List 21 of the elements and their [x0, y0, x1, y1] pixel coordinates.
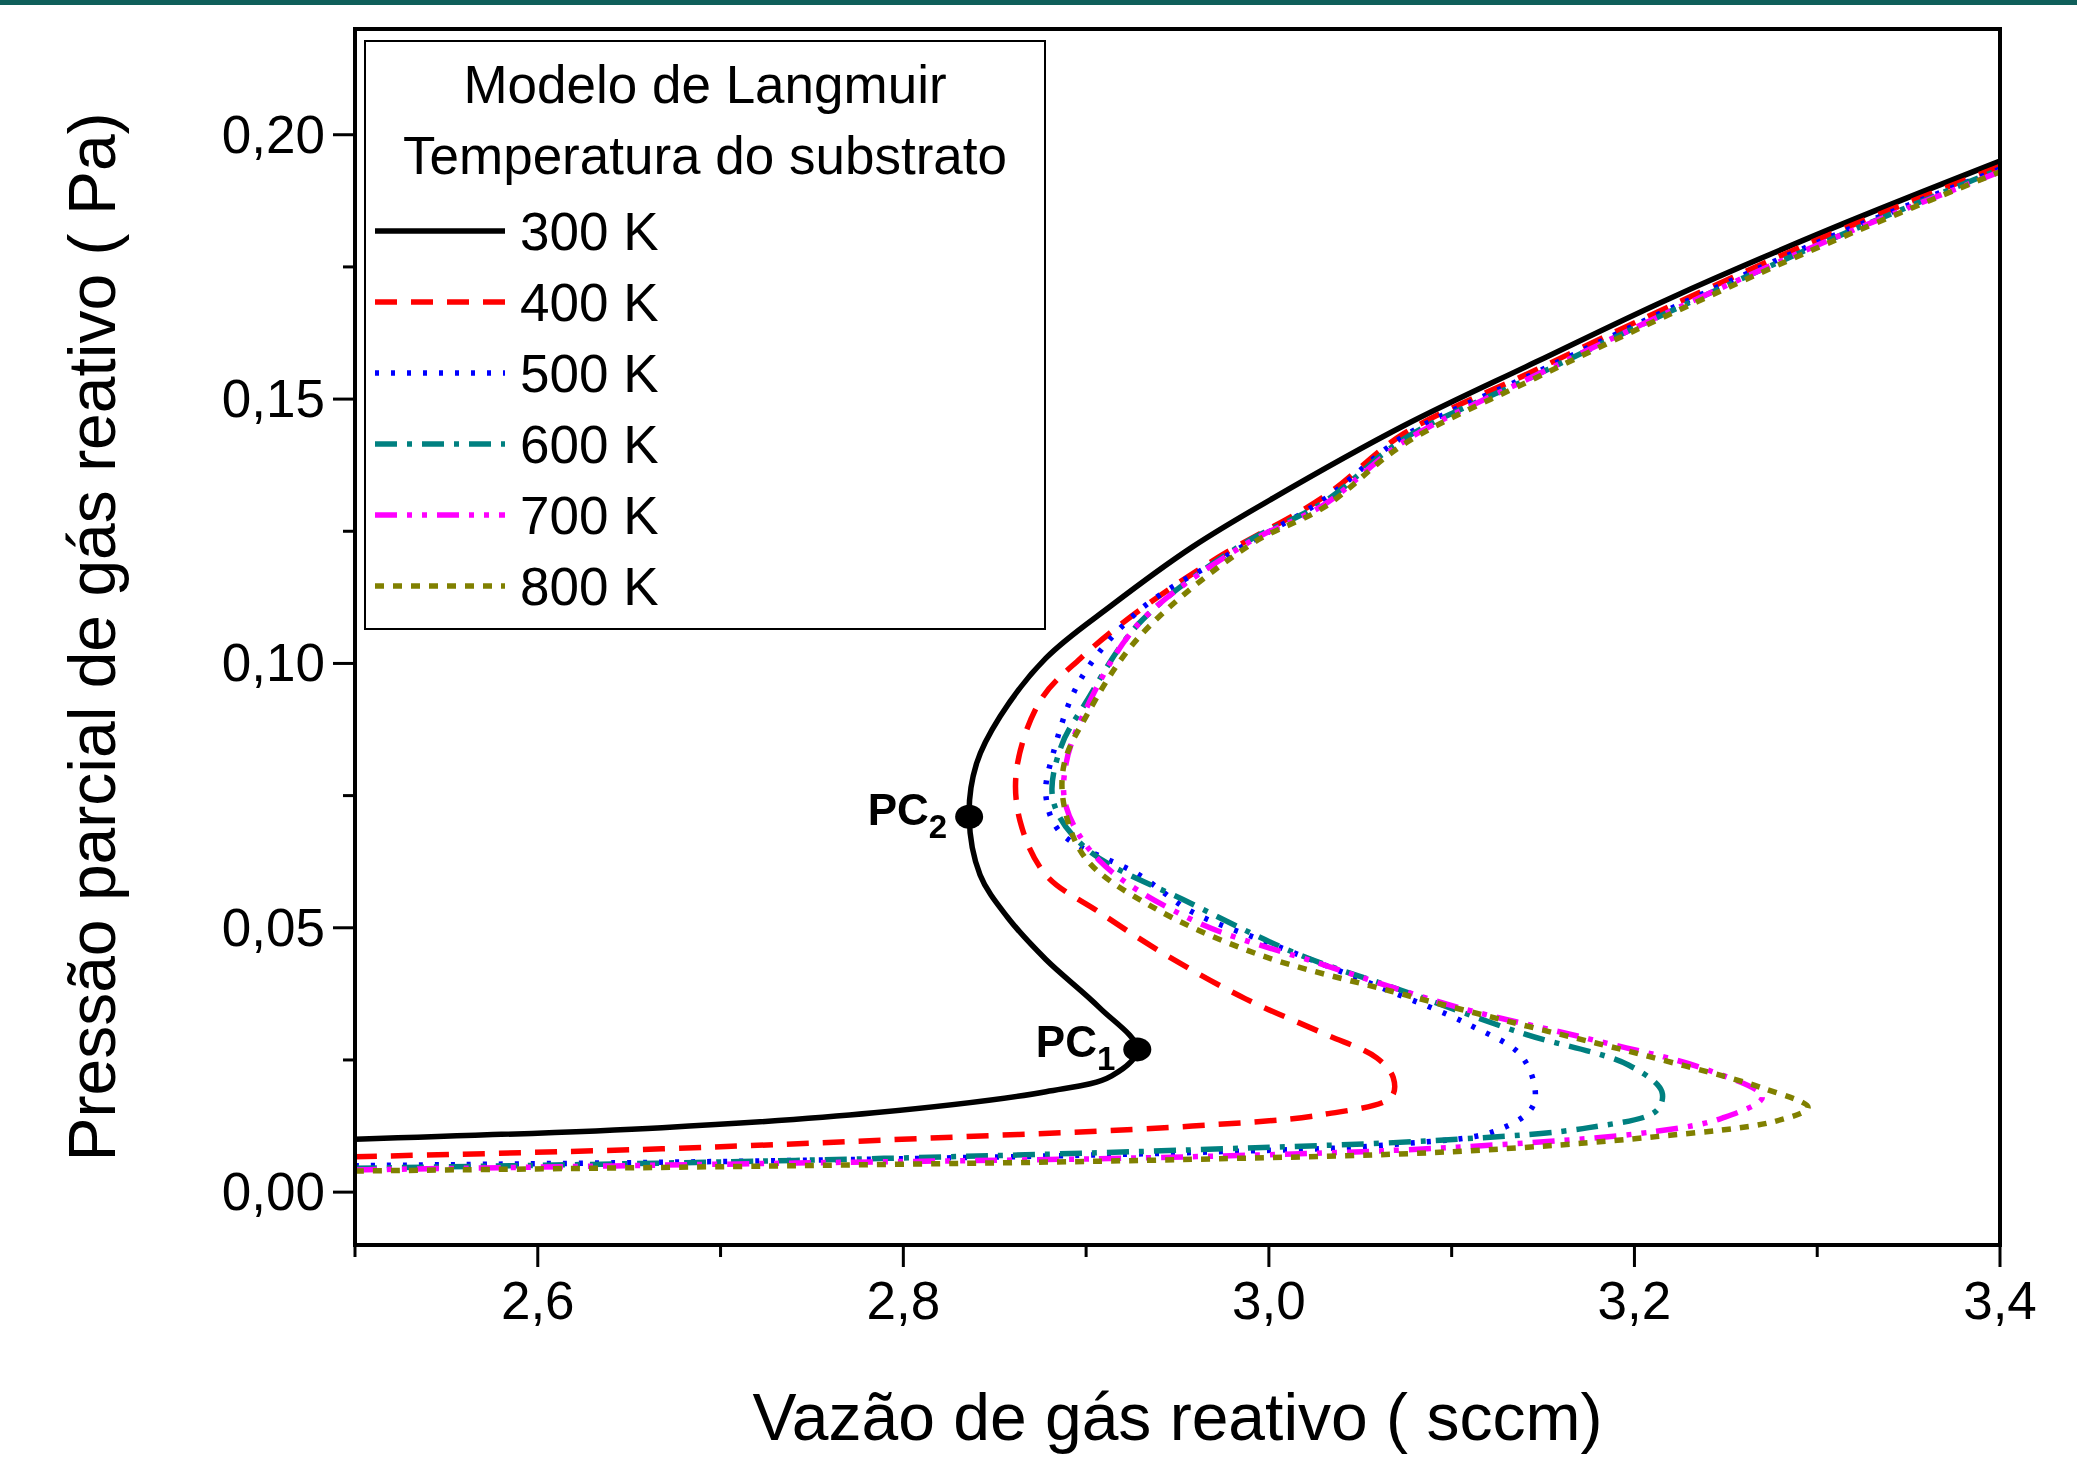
annotation: PC$_{1}$: [1035, 1017, 1116, 1078]
legend-label: 800 K: [520, 557, 659, 616]
y-tick-label: 0,15: [221, 369, 325, 429]
annotation: PC$_{2}$: [867, 784, 948, 845]
x-tick-label: 3,2: [1597, 1271, 1672, 1330]
y-tick-label: 0,10: [221, 633, 325, 693]
y-axis-title: Pressão parcial de gás reativo ( Pa): [55, 112, 129, 1162]
y-tick-label: 0,00: [221, 1162, 325, 1222]
x-tick-label: 2,6: [500, 1271, 575, 1330]
x-tick-label: 3,0: [1232, 1271, 1306, 1330]
legend-label: 700 K: [520, 486, 659, 545]
legend-label: 400 K: [520, 273, 659, 332]
x-tick-label: 3,4: [1963, 1271, 2037, 1330]
x-axis-title: Vazão de gás reativo ( sccm): [752, 1380, 1603, 1454]
x-tick-label: 2,8: [866, 1271, 941, 1330]
y-tick-label: 0,05: [221, 897, 325, 957]
legend-label: 500 K: [520, 344, 659, 403]
legend-label: 300 K: [520, 202, 659, 261]
legend-label: 600 K: [520, 415, 659, 474]
legend-title: Modelo de Langmuir Temperatura do substrato: [403, 55, 1007, 185]
y-tick-label: 0,20: [221, 104, 325, 164]
